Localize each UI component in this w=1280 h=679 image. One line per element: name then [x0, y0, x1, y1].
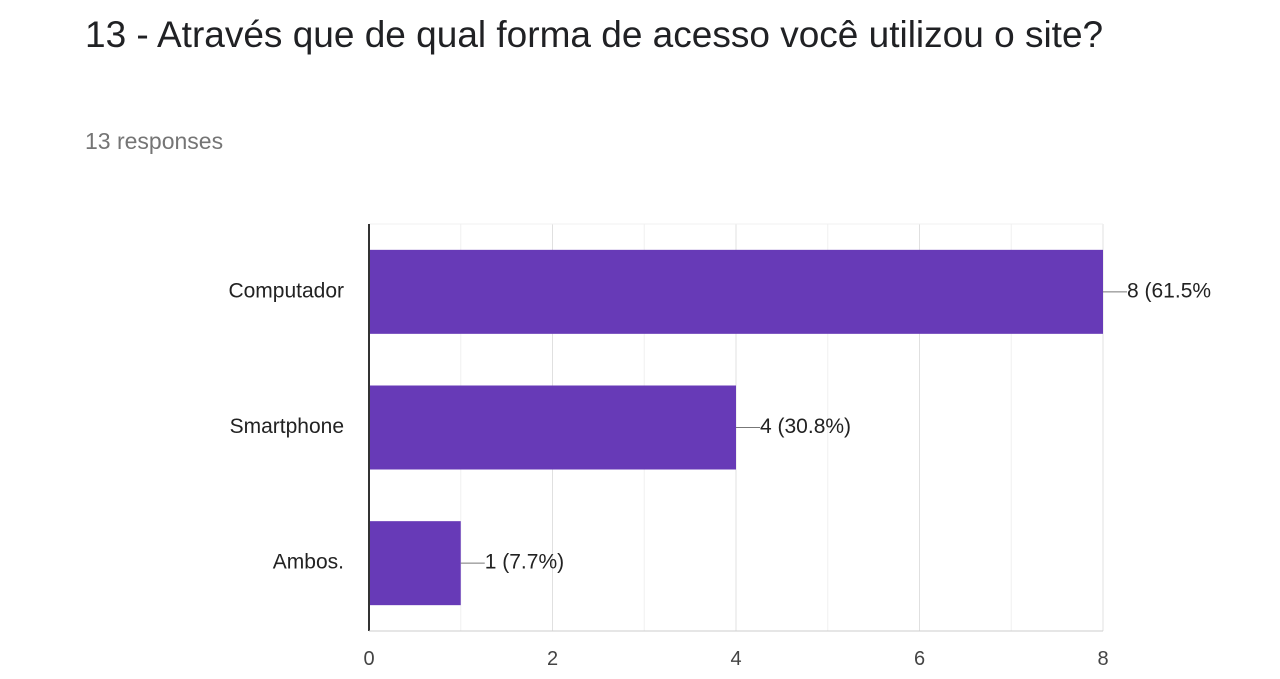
x-tick-label: 8: [1097, 648, 1108, 670]
data-label: 8 (61.5%: [1127, 279, 1211, 302]
x-tick-label: 6: [914, 648, 925, 670]
category-label: Smartphone: [230, 415, 344, 438]
x-tick-label: 0: [363, 648, 374, 670]
category-label: Ambos.: [273, 551, 344, 574]
chart-bars: [369, 249, 1103, 606]
data-label: 1 (7.7%): [485, 551, 564, 574]
x-tick-label: 2: [547, 648, 558, 670]
chart-labels: Computador 8 (61.5% Smartphone 4 (30.8%) Amb…: [228, 279, 1211, 573]
bar-smartphone[interactable]: [369, 385, 736, 470]
bar-ambos[interactable]: [369, 521, 461, 606]
chart-axis: 0 2 4 6 8: [363, 224, 1109, 670]
response-count: 13 responses: [85, 128, 224, 154]
bar-computador[interactable]: [369, 249, 1103, 334]
question-title: 13 - Através que de qual forma de acesso…: [85, 14, 1104, 55]
data-label: 4 (30.8%): [760, 415, 851, 438]
category-label: Computador: [228, 279, 344, 302]
x-tick-label: 4: [730, 648, 741, 670]
